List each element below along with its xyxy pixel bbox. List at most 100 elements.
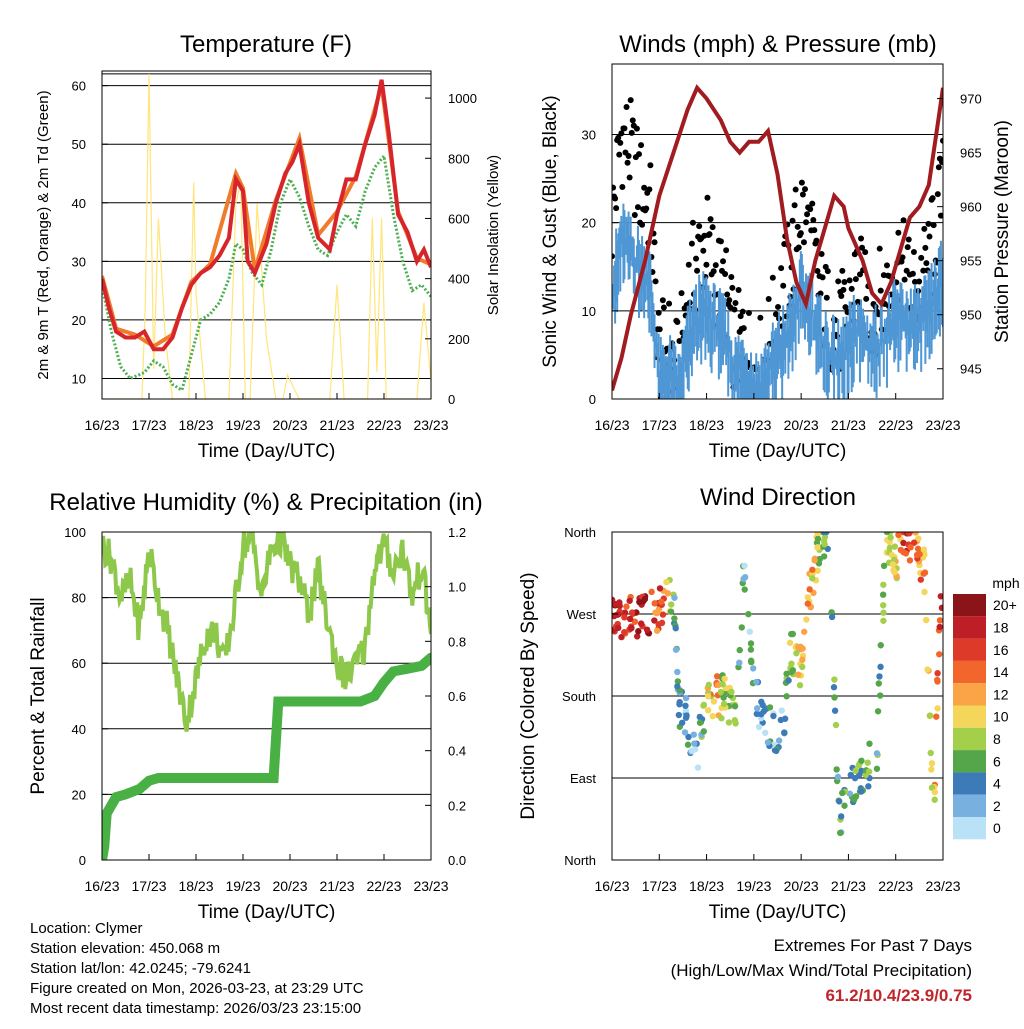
chart-temperature: Temperature (F) 16/23 17/23 18/23 19/23 20/23… <box>35 31 502 462</box>
direction-point <box>663 578 670 586</box>
gust-point <box>729 284 736 291</box>
elevation-text: Station elevation: 450.068 m <box>30 940 221 957</box>
latest-data-text: Most recent data timestamp: 2026/03/23 2… <box>30 1000 362 1017</box>
x-axis-label: Time (Day/UTC) <box>198 902 336 923</box>
gust-point <box>938 158 943 165</box>
y2-tick-label: 0.2 <box>448 798 466 813</box>
direction-point <box>671 615 678 622</box>
y-tick-label: 10 <box>582 304 596 319</box>
y2-tick-label: 0.6 <box>448 689 466 704</box>
gust-point <box>656 326 663 333</box>
direction-point <box>635 628 642 635</box>
x-tick-label: 20/23 <box>784 417 819 433</box>
direction-point <box>700 701 708 709</box>
plot-area <box>102 532 431 860</box>
direction-point <box>636 598 643 606</box>
direction-point <box>674 678 682 685</box>
chart-title: Temperature (F) <box>180 31 352 58</box>
direction-point <box>928 760 936 767</box>
direction-point <box>717 688 724 696</box>
direction-point <box>921 588 928 596</box>
gust-point <box>623 104 630 111</box>
direction-point <box>788 630 795 638</box>
gust-point <box>877 287 884 294</box>
direction-point <box>786 639 794 646</box>
gust-point <box>720 258 727 265</box>
direction-point <box>713 673 721 680</box>
direction-point <box>685 733 692 741</box>
extremes-subtitle: (High/Low/Max Wind/Total Precipitation) <box>670 961 972 980</box>
direction-point <box>626 597 633 604</box>
gust-point <box>676 338 683 345</box>
y-tick-label: 60 <box>72 79 86 94</box>
direction-point <box>720 694 727 701</box>
direction-point <box>921 551 928 559</box>
gust-point <box>811 227 818 234</box>
gust-point <box>706 231 713 238</box>
direction-point <box>674 683 681 690</box>
y-tick-label: 50 <box>72 137 86 152</box>
gust-point <box>901 276 908 283</box>
direction-point <box>672 646 680 653</box>
direction-point <box>621 614 628 621</box>
direction-point <box>637 620 645 627</box>
created-text: Figure created on Mon, 2026-03-23, at 23… <box>30 980 364 997</box>
y2-tick-label: 400 <box>448 272 470 287</box>
gust-point <box>918 254 925 261</box>
gust-point <box>783 313 790 320</box>
gust-point <box>722 270 729 277</box>
gust-point <box>635 151 642 158</box>
direction-point <box>678 719 686 726</box>
y2-tick-label: 200 <box>448 332 470 347</box>
colorbar-label: 2 <box>993 798 1001 814</box>
direction-point <box>836 798 843 805</box>
x-axis-label: Time (Day/UTC) <box>198 441 336 462</box>
direction-point <box>710 698 718 705</box>
series-pressure-line <box>612 84 943 391</box>
gust-point <box>819 274 826 281</box>
direction-point <box>936 617 943 624</box>
extremes-block: Extremes For Past 7 Days (High/Low/Max W… <box>671 933 972 1008</box>
gust-point <box>639 221 646 228</box>
direction-points <box>612 532 943 837</box>
direction-point <box>839 789 846 797</box>
direction-point <box>874 708 882 715</box>
x-tick-label: 22/23 <box>878 878 913 894</box>
x-tick-label: 17/23 <box>131 417 166 433</box>
gust-point <box>712 262 719 269</box>
direction-point <box>873 765 881 772</box>
direction-point <box>879 591 887 598</box>
direction-point <box>917 576 925 583</box>
chart-title: Relative Humidity (%) & Precipitation (i… <box>49 489 482 516</box>
direction-point <box>721 675 728 682</box>
gust-point <box>660 304 667 311</box>
gust-point <box>728 273 735 280</box>
gust-point <box>617 139 624 146</box>
x-tick-label: 21/23 <box>831 417 866 433</box>
gust-point <box>799 191 806 198</box>
direction-point <box>709 712 716 720</box>
direction-point <box>880 562 888 570</box>
gust-point <box>910 249 917 256</box>
x-tick-label: 19/23 <box>225 417 260 433</box>
direction-point <box>731 717 739 724</box>
colorbar-swatch <box>953 817 986 840</box>
gust-point <box>841 278 848 285</box>
y-tick-label: 40 <box>72 196 86 211</box>
gust-point <box>916 278 923 285</box>
gust-point <box>835 278 842 285</box>
x-tick-label: 20/23 <box>272 417 307 433</box>
direction-point <box>886 544 894 552</box>
gust-point <box>934 191 941 198</box>
direction-point <box>738 624 745 631</box>
gust-point <box>703 261 710 268</box>
direction-point <box>927 749 934 757</box>
direction-point <box>831 676 838 683</box>
gust-point <box>801 186 808 193</box>
colorbar-title: mph <box>992 575 1019 591</box>
gust-point <box>858 235 865 242</box>
direction-point <box>900 539 907 547</box>
direction-point <box>852 793 860 800</box>
gust-point <box>723 247 730 254</box>
